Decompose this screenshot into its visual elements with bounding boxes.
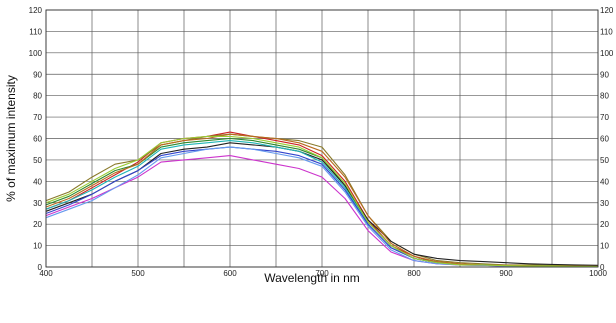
plot-frame (45, 9, 599, 268)
y-tick-label-right: 100 (600, 49, 614, 58)
series-lines (45, 131, 599, 268)
y-tick-label-left: 100 (29, 49, 43, 58)
y-axis-label: % of maximum intensity (4, 75, 18, 202)
y-tick-label-right: 120 (600, 6, 614, 15)
y-tick-label-left: 80 (33, 92, 42, 101)
x-tick-label: 500 (131, 269, 145, 278)
x-tick-label: 700 (315, 269, 329, 278)
tick-labels: 0 0 10 10 20 20 30 30 40 40 50 50 60 60 70 70 80 80 90 90 10… (29, 6, 614, 278)
y-tick-label-left: 20 (33, 220, 42, 229)
x-tick-label: 400 (39, 269, 53, 278)
y-tick-label-left: 90 (33, 70, 42, 79)
y-tick-label-right: 70 (600, 113, 609, 122)
y-tick-label-right: 0 (600, 263, 605, 272)
y-tick-label-left: 70 (33, 113, 42, 122)
x-tick-label: 900 (499, 269, 513, 278)
y-tick-label-left: 60 (33, 135, 42, 144)
y-tick-label-right: 10 (600, 242, 609, 251)
y-tick-label-left: 120 (29, 6, 43, 15)
series-line-10 (45, 135, 599, 268)
grid (45, 9, 599, 268)
x-tick-label: 600 (223, 269, 237, 278)
y-tick-label-right: 110 (600, 27, 613, 36)
y-tick-label-left: 10 (33, 242, 42, 251)
y-tick-label-right: 60 (600, 135, 609, 144)
x-tick-label: 1000 (589, 269, 607, 278)
y-tick-label-left: 0 (38, 263, 43, 272)
y-tick-label-right: 80 (600, 92, 609, 101)
y-tick-label-right: 50 (600, 156, 609, 165)
y-tick-label-right: 30 (600, 199, 609, 208)
x-tick-label: 800 (407, 269, 421, 278)
y-tick-label-left: 50 (33, 156, 42, 165)
x-axis-label: Wavelength in nm (264, 271, 360, 285)
y-tick-label-left: 30 (33, 199, 42, 208)
y-tick-label-right: 20 (600, 220, 609, 229)
y-tick-label-left: 40 (33, 177, 42, 186)
y-tick-label-right: 90 (600, 70, 609, 79)
y-tick-label-left: 110 (29, 27, 42, 36)
y-tick-label-right: 40 (600, 177, 609, 186)
